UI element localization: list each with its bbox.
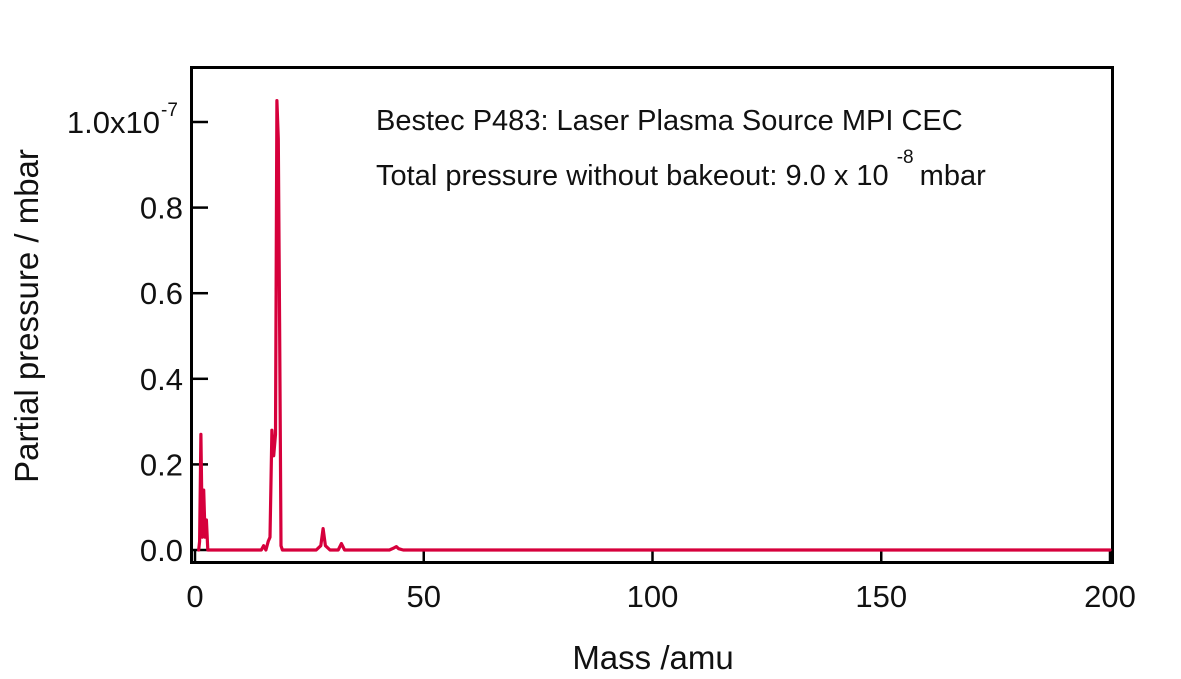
annotation-exponent: -8	[897, 147, 914, 168]
y-tick-label: 1.0x10	[67, 105, 160, 140]
annotation-total-pressure: Total pressure without bakeout: 9.0 x 10…	[376, 138, 986, 192]
y-tick-exponent: -7	[161, 100, 178, 121]
data-series-line	[197, 99, 1112, 552]
y-tick-label: 0.0	[140, 533, 183, 568]
y-tick-label: 0.8	[140, 191, 183, 226]
x-tick-label: 0	[186, 579, 203, 614]
annotation-total-pressure-text: Total pressure without bakeout: 9.0 x 10	[376, 160, 889, 192]
annotation-title: Bestec P483: Laser Plasma Source MPI CEC	[376, 105, 963, 137]
annotation-unit: mbar	[920, 160, 986, 192]
y-tick-label: 0.6	[140, 276, 183, 311]
plot-frame	[190, 66, 1114, 564]
y-tick-label: 0.2	[140, 447, 183, 482]
y-axis-ticks: 0.0 0.2 0.4 0.6 0.8 1.0x10 -7	[67, 100, 208, 568]
y-tick-label: 0.4	[140, 362, 183, 397]
x-tick-label: 100	[627, 579, 679, 614]
y-axis-title: Partial pressure / mbar	[8, 149, 45, 483]
x-axis-ticks: 0 50 100 150 200	[186, 550, 1136, 614]
x-tick-label: 50	[407, 579, 441, 614]
x-tick-label: 150	[855, 579, 907, 614]
x-tick-label: 200	[1084, 579, 1136, 614]
x-axis-title: Mass /amu	[572, 639, 733, 676]
